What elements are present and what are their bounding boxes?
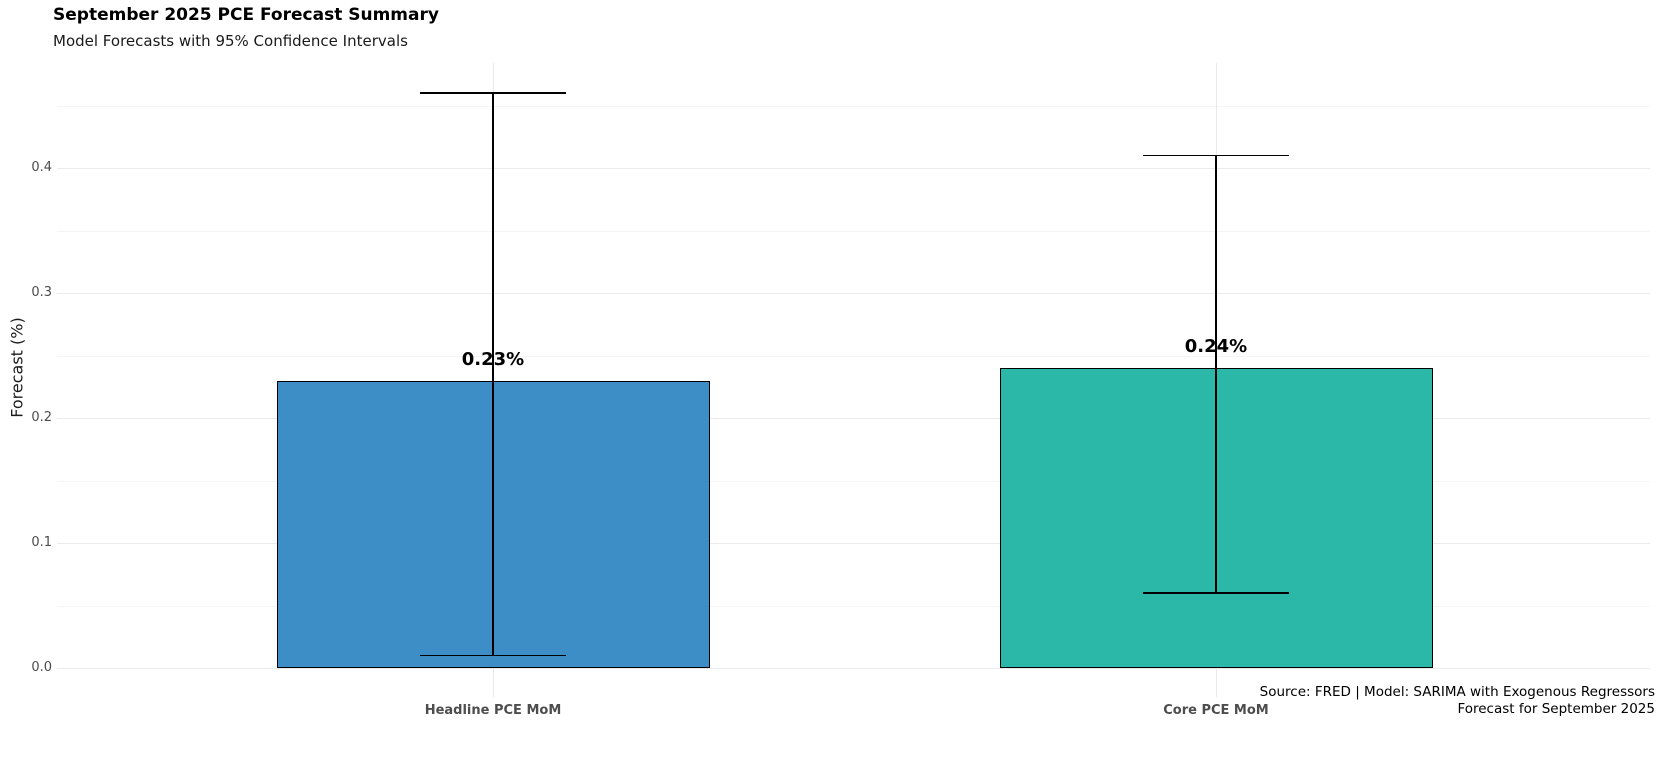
bar-value-label: 0.23% <box>461 348 525 370</box>
forecast-date-caption: Forecast for September 2025 <box>1457 700 1655 717</box>
gridline-minor <box>57 355 1650 357</box>
errorbar-line <box>1215 155 1217 593</box>
x-category-label: Core PCE MoM <box>1163 703 1269 718</box>
source-caption: Source: FRED | Model: SARIMA with Exogen… <box>1259 684 1655 700</box>
errorbar-cap-lower <box>420 654 566 657</box>
gridline-minor <box>57 605 1650 607</box>
gridline-minor <box>57 480 1650 482</box>
y-tick-label: 0.2 <box>31 410 52 425</box>
gridline-minor <box>57 105 1650 107</box>
y-tick-label: 0.0 <box>31 660 52 675</box>
gridline-major <box>57 168 1650 169</box>
y-tick-label: 0.4 <box>31 160 52 175</box>
gridline-minor <box>57 230 1650 232</box>
y-tick-label: 0.3 <box>31 285 52 300</box>
gridline-major <box>57 543 1650 544</box>
chart-subtitle: Model Forecasts with 95% Confidence Inte… <box>53 32 408 50</box>
gridline-major <box>57 668 1650 669</box>
x-category-label: Headline PCE MoM <box>424 703 562 718</box>
footer-caption: Source: FRED | Model: SARIMA with Exogen… <box>1260 684 1655 717</box>
gridline-major <box>57 293 1650 294</box>
chart-title: September 2025 PCE Forecast Summary <box>53 5 439 25</box>
y-tick-label: 0.1 <box>31 535 52 550</box>
errorbar-cap-lower <box>1143 592 1289 594</box>
gridline-major <box>57 418 1650 419</box>
errorbar-line <box>492 93 494 656</box>
errorbar-cap-upper <box>420 92 566 94</box>
errorbar-cap-upper <box>1143 154 1289 157</box>
bar-value-label: 0.24% <box>1184 336 1248 357</box>
